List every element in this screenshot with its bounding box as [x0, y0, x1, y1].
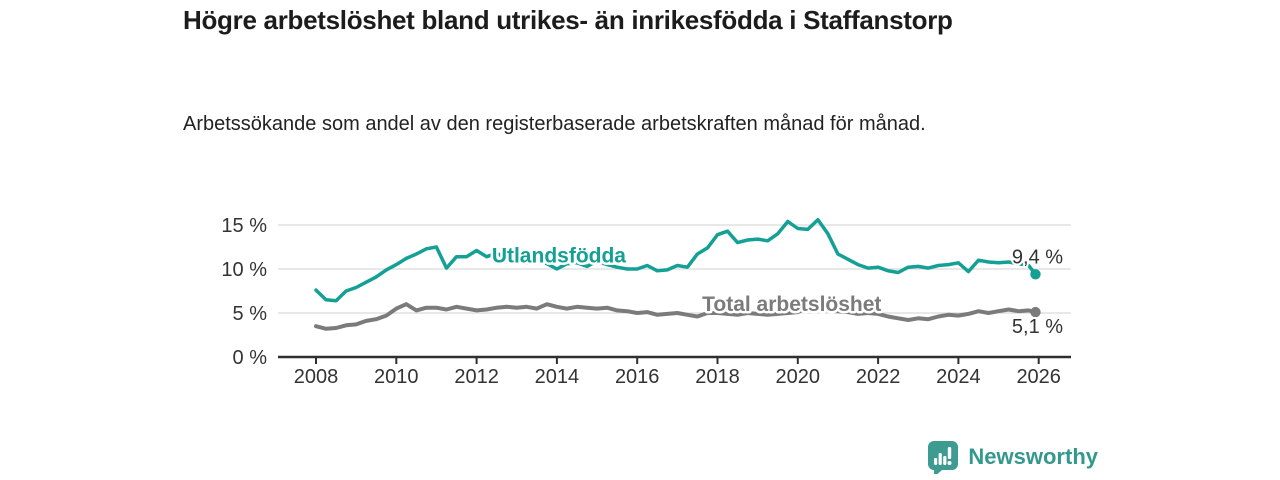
x-axis-label: 2026 — [1016, 366, 1061, 388]
series-label-utlandsfodda: Utlandsfödda — [492, 244, 626, 267]
chart-subtitle: Arbetssökande som andel av den registerb… — [183, 113, 926, 135]
series-label-total: Total arbetslöshet — [702, 293, 881, 316]
x-axis-label: 2018 — [695, 366, 740, 388]
end-dot-total — [1030, 306, 1041, 318]
chart-title: Högre arbetslöshet bland utrikes- än inr… — [183, 5, 953, 35]
end-value-label-total: 5,1 % — [1012, 316, 1063, 338]
y-axis-label: 10 % — [221, 259, 267, 281]
brand-name: Newsworthy — [968, 444, 1098, 469]
end-value-label-utlandsfodda: 9,4 % — [1012, 246, 1063, 268]
newsworthy-logo-icon — [928, 441, 959, 474]
y-axis-label: 15 % — [221, 215, 267, 237]
end-dot-utlandsfodda — [1030, 269, 1041, 280]
y-axis-label: 0 % — [233, 347, 268, 369]
x-axis-label: 2014 — [535, 366, 580, 388]
series-line-utlandsfodda — [314, 217, 1038, 303]
x-axis-label: 2022 — [856, 366, 901, 388]
series-line-total — [314, 302, 1038, 331]
y-axis-label: 5 % — [233, 303, 268, 325]
x-axis-label: 2008 — [294, 366, 339, 388]
x-axis-label: 2012 — [454, 366, 499, 388]
x-axis-label: 2020 — [776, 366, 821, 388]
chart-header: Högre arbetslöshet bland utrikes- än inr… — [183, 4, 953, 38]
x-axis-label: 2016 — [615, 366, 660, 388]
x-axis-label: 2024 — [936, 366, 981, 388]
brand-footer: Newsworthy — [927, 440, 1098, 474]
x-axis-label: 2010 — [374, 366, 419, 388]
